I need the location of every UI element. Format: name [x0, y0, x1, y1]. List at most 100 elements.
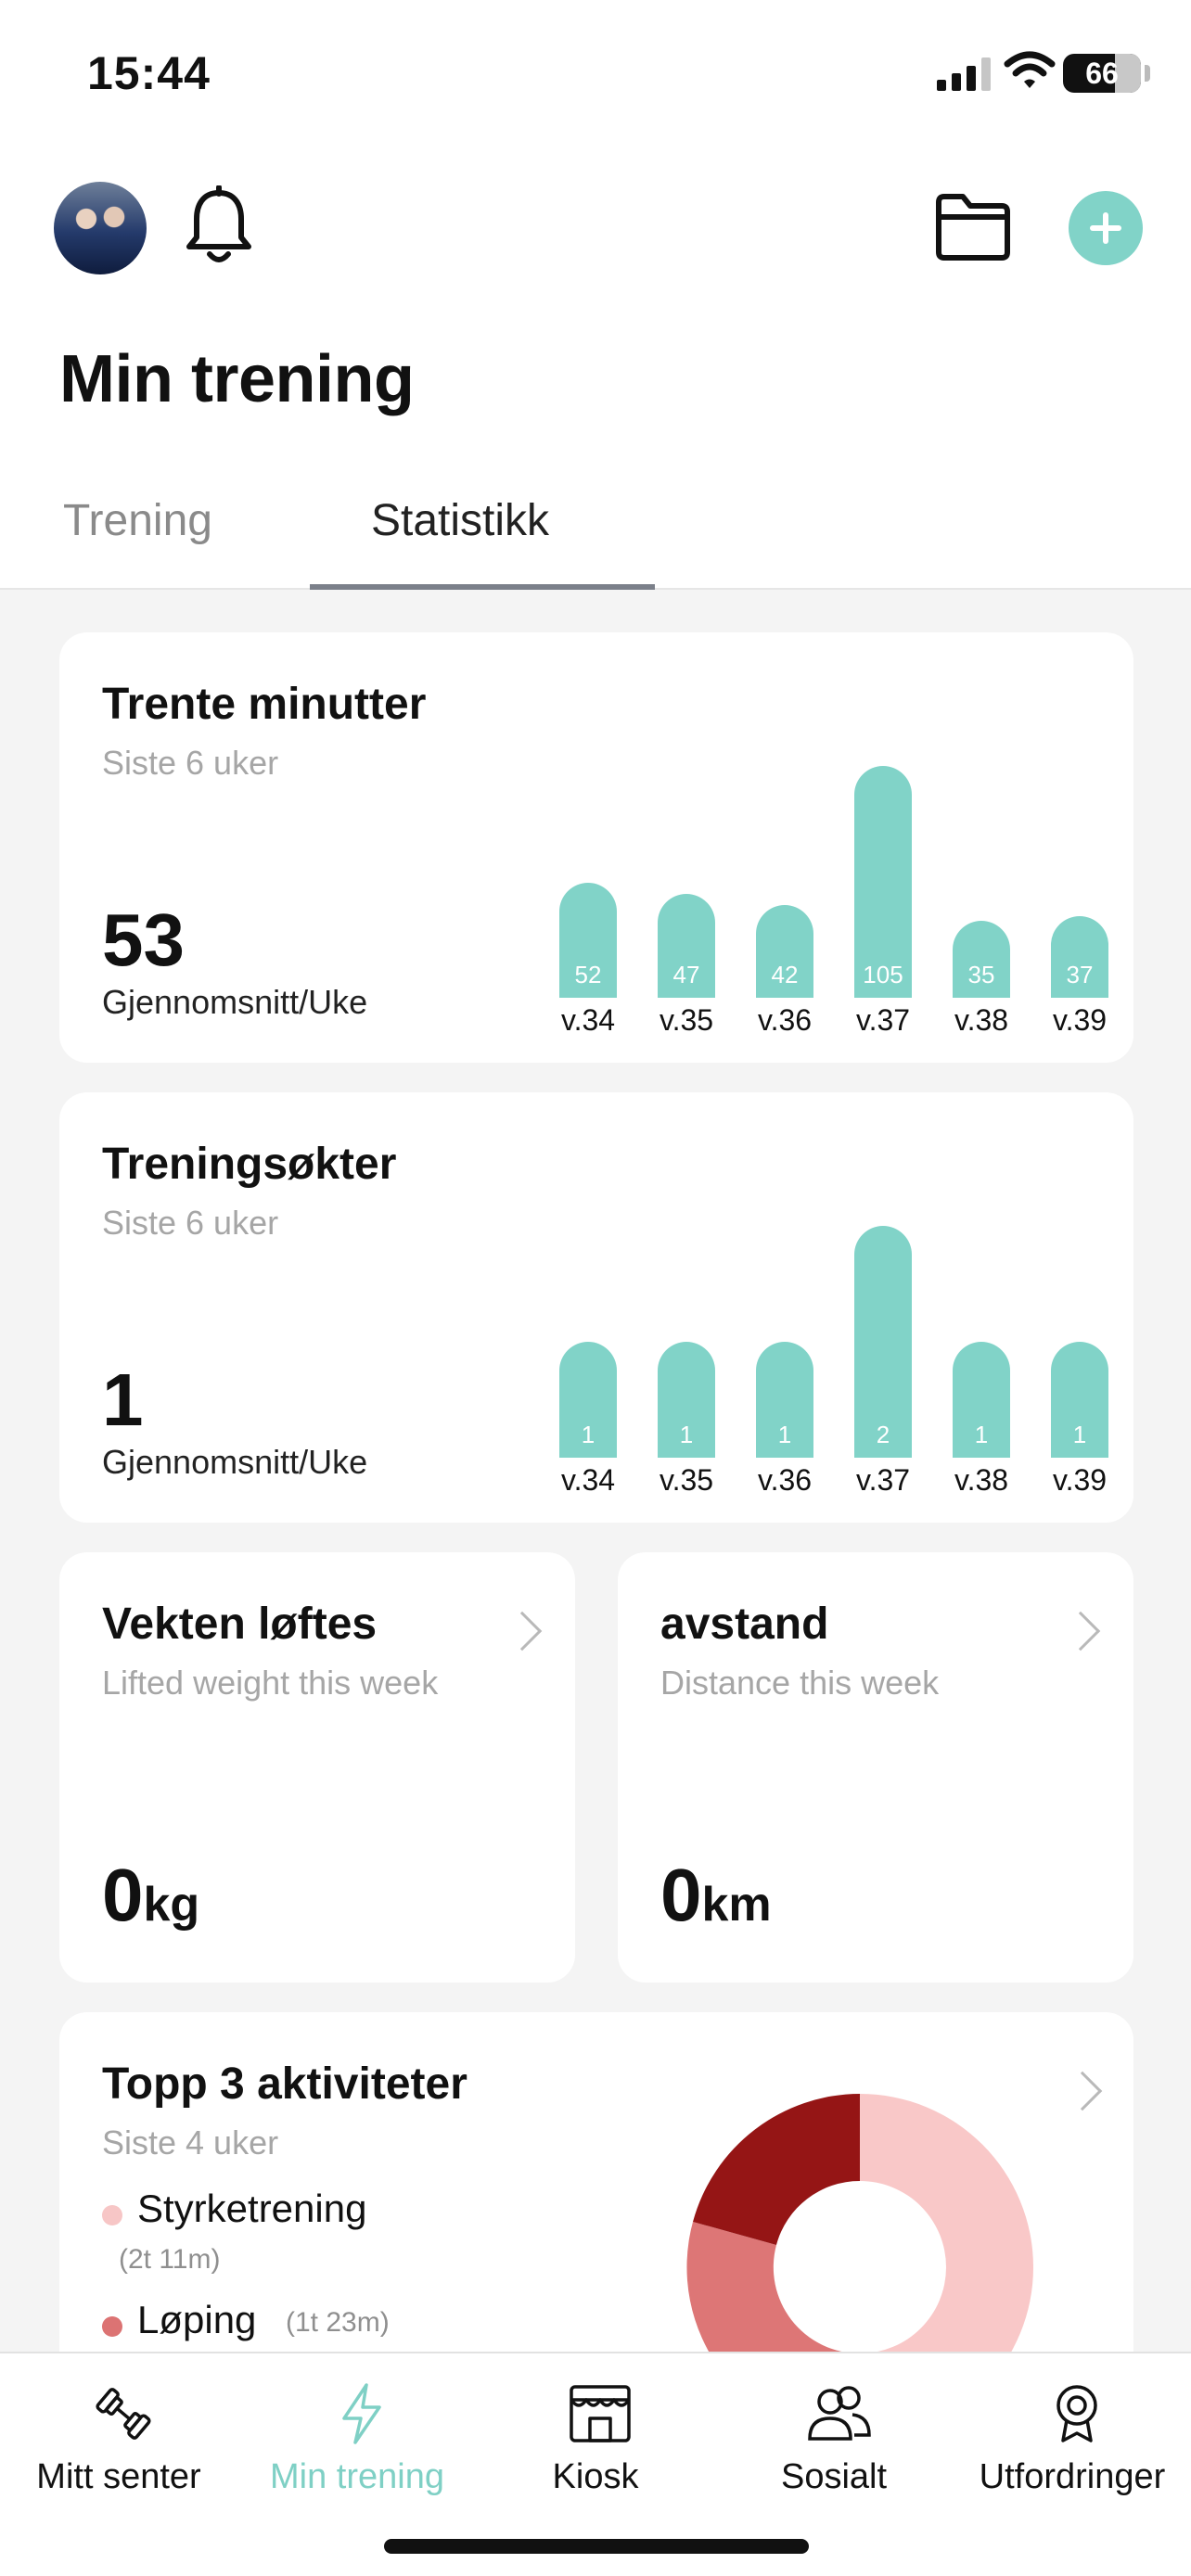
chart-bar	[658, 894, 715, 998]
activities-donut-chart	[686, 2094, 1033, 2352]
bar-category-label: v.37	[855, 1003, 911, 1037]
nav-utfordringer[interactable]: Utfordringer	[954, 2353, 1191, 2511]
chevron-right-icon	[1060, 1611, 1101, 1651]
chart-bar	[658, 1342, 715, 1458]
store-icon	[570, 2385, 631, 2442]
profile-avatar[interactable]	[54, 182, 147, 274]
average-value: 53	[102, 899, 185, 981]
battery-level: 66	[1085, 56, 1119, 90]
bar-category-label: v.35	[659, 1463, 714, 1497]
nav-min-trening[interactable]: Min trening	[238, 2353, 476, 2511]
chevron-right-icon	[502, 1611, 543, 1651]
nav-label: Mitt senter	[36, 2457, 201, 2496]
bar-category-label: v.35	[659, 1003, 714, 1037]
lifted-weight-card[interactable]: Vekten løftes Lifted weight this week 0k…	[59, 1552, 575, 1983]
activity-name: Løping	[137, 2298, 257, 2341]
legend-dot-strength	[102, 2205, 122, 2225]
chart-bar	[559, 1342, 617, 1458]
bar-category-label: v.39	[1052, 1463, 1108, 1497]
chart-bar	[953, 1342, 1010, 1458]
bar-value-label: 42	[771, 961, 799, 988]
chart-bar	[953, 920, 1010, 998]
donut-segment-third	[693, 2094, 860, 2245]
bar-category-label: v.38	[954, 1463, 1009, 1497]
bar-value-label: 1	[1072, 1421, 1087, 1448]
bar-value-label: 1	[777, 1421, 792, 1448]
average-value: 1	[102, 1358, 144, 1441]
bar-value-label: 47	[672, 961, 700, 988]
card-subtitle: Lifted weight this week	[102, 1664, 439, 1702]
dumbbell-icon	[96, 2388, 151, 2440]
status-bar: 15:44 66	[0, 0, 1191, 148]
trained-minutes-card[interactable]: Trente minutter Siste 6 uker 53 Gjennoms…	[59, 632, 1133, 1063]
wifi-icon	[1004, 51, 1056, 88]
average-label: Gjennomsnitt/Uke	[102, 1443, 368, 1481]
medal-icon	[1057, 2385, 1097, 2442]
nav-label: Sosialt	[780, 2457, 888, 2496]
distance-value: 0	[660, 1854, 702, 1936]
bar-value-label: 1	[679, 1421, 694, 1448]
legend-dot-running	[102, 2316, 122, 2337]
distance-value-row: 0km	[660, 1853, 772, 1938]
chart-bar	[1051, 915, 1108, 998]
activity-duration: (2t 11m)	[119, 2244, 221, 2275]
card-title: Topp 3 aktiviteter	[102, 2060, 467, 2109]
bar-value-label: 105	[863, 961, 903, 988]
bar-value-label: 1	[974, 1421, 989, 1448]
distance-card[interactable]: avstand Distance this week 0km	[618, 1552, 1133, 1983]
nav-sosialt[interactable]: Sosialt	[715, 2353, 953, 2511]
bar-value-label: 2	[876, 1421, 890, 1448]
chart-bar	[756, 1342, 813, 1458]
chart-bar	[756, 905, 813, 998]
average-label: Gjennomsnitt/Uke	[102, 983, 368, 1021]
card-title: avstand	[660, 1600, 829, 1649]
people-icon	[808, 2386, 871, 2441]
nav-label: Utfordringer	[979, 2457, 1166, 2496]
donut-segment-strength	[860, 2094, 1033, 2352]
distance-unit: km	[701, 1878, 772, 1932]
add-button[interactable]	[1069, 191, 1143, 265]
bottom-navigation: Mitt senter Min trening Kiosk Sos	[0, 2352, 1191, 2576]
bar-value-label: 1	[581, 1421, 596, 1448]
activity-name: Styrketrening	[137, 2187, 367, 2230]
card-title: Vekten løftes	[102, 1600, 378, 1649]
bar-category-label: v.37	[855, 1463, 911, 1497]
lightning-icon	[342, 2383, 381, 2444]
card-subtitle: Siste 4 uker	[102, 2123, 279, 2162]
chevron-right-icon	[1062, 2071, 1103, 2111]
statistics-content[interactable]: Trente minutter Siste 6 uker 53 Gjennoms…	[0, 590, 1191, 2352]
cellular-signal-icon	[937, 57, 991, 91]
nav-mitt-senter[interactable]: Mitt senter	[0, 2353, 237, 2511]
nav-label: Min trening	[270, 2457, 444, 2496]
card-title: Treningsøkter	[102, 1140, 397, 1189]
card-subtitle: Siste 6 uker	[102, 744, 279, 782]
donut-segment-running	[686, 2222, 843, 2352]
folder-icon[interactable]	[933, 189, 1013, 263]
bar-value-label: 37	[1066, 961, 1094, 988]
bar-category-label: v.38	[954, 1003, 1009, 1037]
bar-category-label: v.36	[757, 1003, 813, 1037]
tab-trening[interactable]: Trening	[63, 496, 212, 545]
bar-category-label: v.34	[560, 1463, 616, 1497]
card-title: Trente minutter	[102, 680, 427, 729]
training-sessions-card[interactable]: Treningsøkter Siste 6 uker 1 Gjennomsnit…	[59, 1092, 1133, 1523]
bar-value-label: 35	[967, 961, 995, 988]
nav-kiosk[interactable]: Kiosk	[477, 2353, 714, 2511]
nav-label: Kiosk	[552, 2457, 639, 2496]
battery-indicator: 66	[1063, 54, 1141, 93]
bar-category-label: v.39	[1052, 1003, 1108, 1037]
tab-bar: Trening Statistikk	[0, 482, 1191, 590]
activity-duration: (1t 23m)	[286, 2307, 390, 2338]
weight-unit: kg	[143, 1878, 200, 1932]
card-subtitle: Siste 6 uker	[102, 1204, 279, 1242]
battery-tip	[1145, 65, 1150, 82]
bar-category-label: v.34	[560, 1003, 616, 1037]
status-time: 15:44	[87, 47, 211, 99]
bar-category-label: v.36	[757, 1463, 813, 1497]
tab-statistikk[interactable]: Statistikk	[371, 496, 550, 545]
weight-value: 0	[102, 1854, 144, 1936]
weight-value-row: 0kg	[102, 1853, 199, 1938]
home-indicator	[384, 2539, 809, 2554]
bell-icon[interactable]	[182, 185, 256, 269]
chart-bar	[854, 1226, 912, 1458]
